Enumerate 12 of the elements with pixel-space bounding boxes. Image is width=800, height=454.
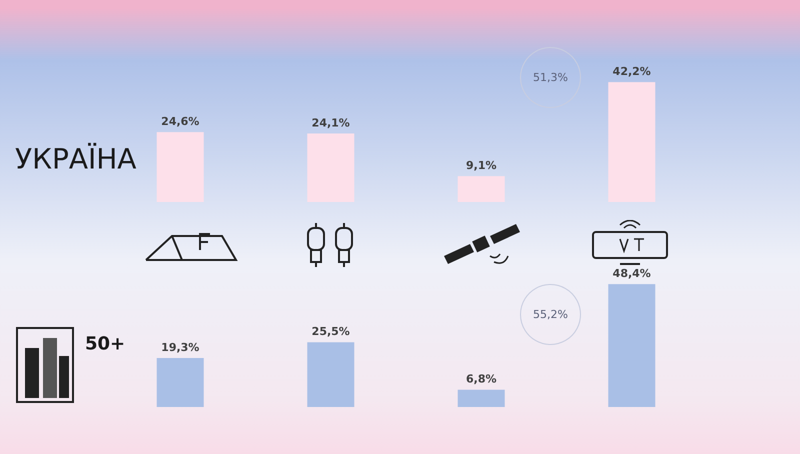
text: УКРАЇНА xyxy=(15,142,136,176)
annotation: 51,3% xyxy=(533,71,568,84)
data-label: 6,8% xyxy=(466,372,497,386)
text: 50+ xyxy=(85,334,126,354)
data-label: 9,1% xyxy=(466,159,497,172)
data-label: 24,6% xyxy=(161,115,200,128)
data-label: 25,5% xyxy=(312,325,350,338)
data-label: 24,1% xyxy=(312,116,350,130)
data-label: 42,2% xyxy=(612,65,651,78)
data-label: 48,4% xyxy=(612,267,651,280)
data-label: 19,3% xyxy=(161,340,200,354)
annotation: 55,2% xyxy=(533,308,568,321)
